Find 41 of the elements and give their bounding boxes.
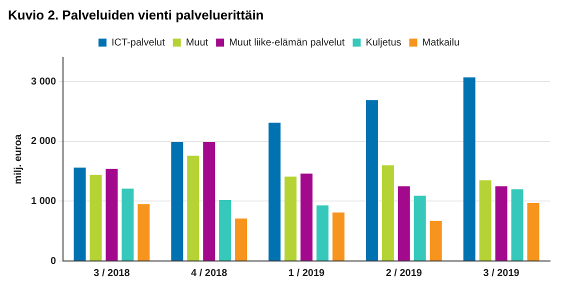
x-tick-label: 2 / 2019 (386, 268, 422, 279)
bar (203, 142, 216, 260)
bar (74, 168, 86, 260)
legend-label: Kuljetus (366, 37, 402, 48)
chart-title: Kuvio 2. Palveluiden vienti palveluerittäin (8, 7, 264, 22)
bar (527, 202, 540, 260)
bar (511, 189, 524, 260)
y-axis-title: milj. euroa (12, 134, 24, 184)
x-tick-label: 4 / 2018 (191, 268, 228, 279)
x-tick-label: 3 / 2018 (94, 268, 130, 279)
y-tick-label: 2 000 (30, 136, 56, 148)
bar (479, 180, 492, 260)
x-tick-label: 3 / 2019 (483, 268, 520, 279)
bar (138, 204, 150, 260)
bar (382, 165, 394, 260)
bar (300, 174, 312, 260)
y-tick-label: 0 (50, 256, 56, 267)
bar (495, 186, 508, 260)
bar (332, 212, 344, 260)
bar (187, 156, 200, 260)
x-tick-label: 1 / 2019 (288, 268, 326, 279)
bar (398, 186, 410, 260)
bar (219, 200, 232, 260)
y-tick-label: 1 000 (30, 196, 56, 207)
y-tick-label: 3 000 (30, 76, 56, 88)
legend-label: ICT-palvelut (111, 37, 166, 48)
bar (122, 188, 134, 260)
legend-label: Muut liike-elämän palvelut (229, 37, 345, 48)
legend-label: Matkailu (422, 37, 460, 48)
bar (90, 174, 102, 260)
bar (235, 218, 248, 260)
bar (268, 122, 281, 260)
bar (106, 168, 118, 260)
legend-label: Muut (186, 37, 208, 48)
bar (414, 196, 426, 260)
bar (463, 77, 476, 260)
bar (366, 100, 378, 260)
bar (430, 220, 442, 260)
bar (171, 142, 184, 260)
bar (316, 205, 328, 260)
bar (284, 176, 297, 260)
